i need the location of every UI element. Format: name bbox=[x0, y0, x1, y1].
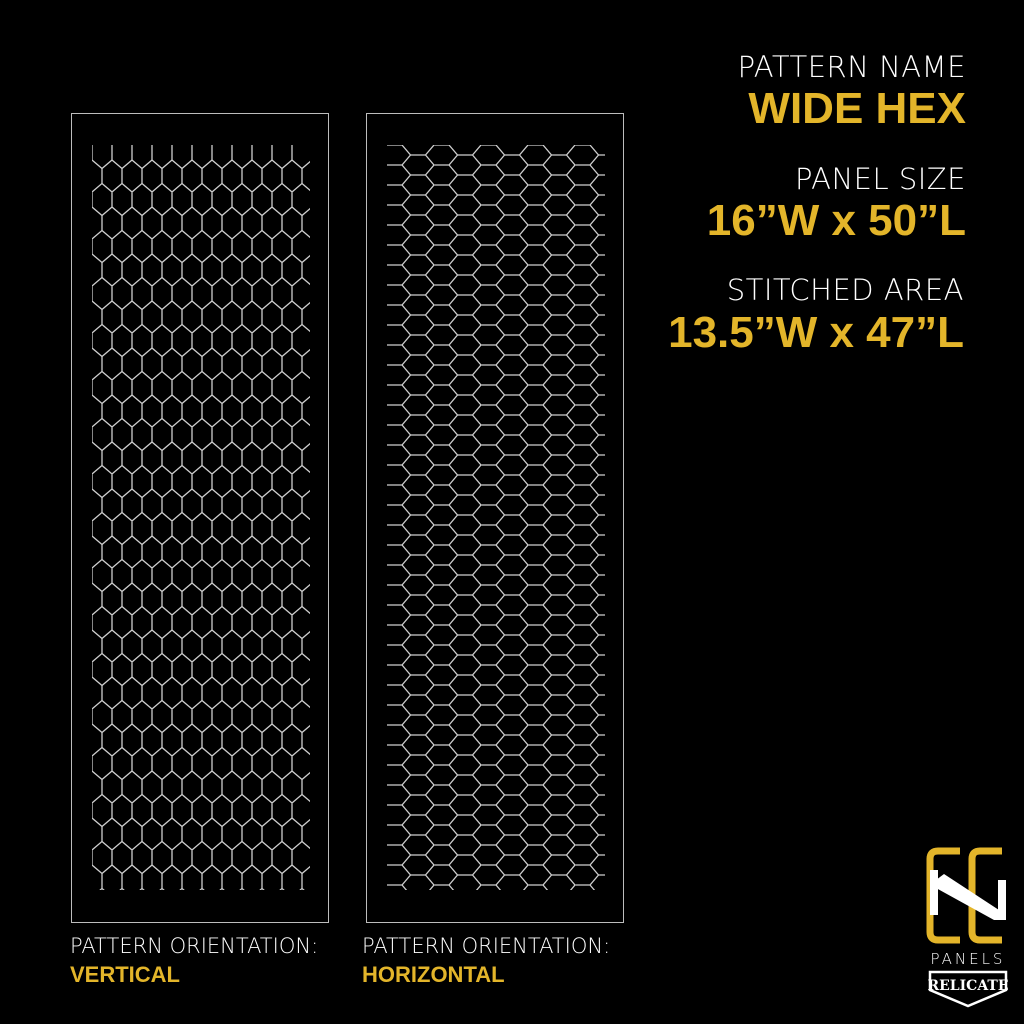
panel-horizontal bbox=[366, 113, 624, 923]
pattern-name-label: PATTERN NAME bbox=[737, 50, 966, 84]
stitched-area-label: STITCHED AREA bbox=[726, 273, 964, 307]
orientation-value: HORIZONTAL bbox=[362, 962, 505, 987]
svg-text:RELICATE: RELICATE bbox=[927, 978, 1008, 994]
cc-panels-logo: PANELS RELICATE bbox=[922, 840, 1014, 1016]
panel-size: 16”W x 50”L bbox=[706, 196, 966, 245]
orientation-label: PATTERN ORIENTATION: bbox=[70, 934, 319, 958]
hex-pattern-horizontal bbox=[387, 145, 605, 890]
stitched-area: 13.5”W x 47”L bbox=[668, 308, 964, 357]
orientation-label: PATTERN ORIENTATION: bbox=[362, 934, 611, 958]
pattern-name: WIDE HEX bbox=[748, 84, 966, 133]
orientation-horizontal: PATTERN ORIENTATION: HORIZONTAL bbox=[362, 934, 610, 988]
hex-pattern-vertical bbox=[92, 145, 310, 890]
panel-size-label: PANEL SIZE bbox=[794, 162, 966, 196]
orientation-vertical: PATTERN ORIENTATION: VERTICAL bbox=[70, 934, 318, 988]
orientation-value: VERTICAL bbox=[70, 962, 180, 987]
svg-text:PANELS: PANELS bbox=[931, 950, 1006, 968]
panel-vertical bbox=[71, 113, 329, 923]
